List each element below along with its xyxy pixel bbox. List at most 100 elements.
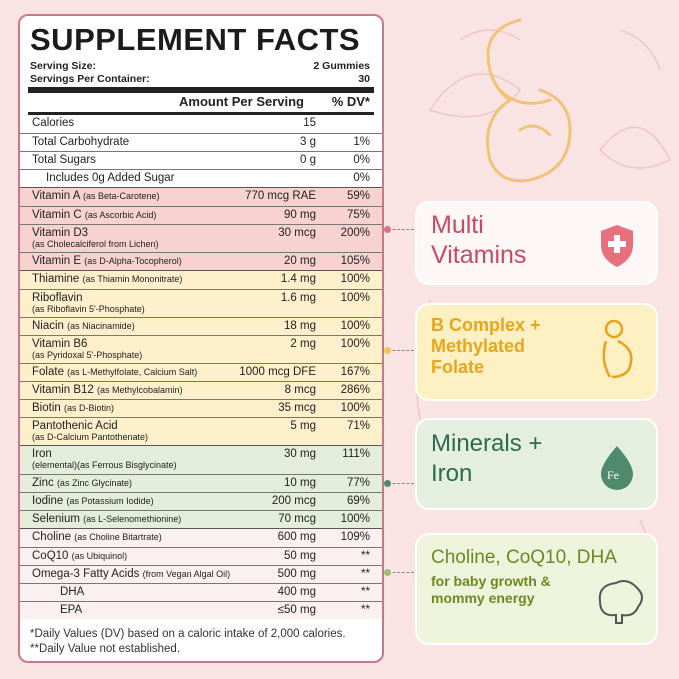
nutrient-name: Vitamin B12: [32, 384, 94, 396]
daily-value: 100%: [340, 292, 370, 304]
daily-value: 286%: [340, 384, 370, 396]
amount: 1000 mcg DFE: [239, 366, 316, 378]
nutrient-name-cell: Iodine (as Potassium Iodide): [32, 495, 154, 507]
amount: 1.4 mg: [280, 273, 316, 285]
callout-line: Choline, CoQ10, DHA: [431, 547, 617, 568]
daily-value: 200%: [340, 227, 370, 239]
divider: [28, 112, 374, 115]
nutrient-row: Riboflavin (as Riboflavin 5'-Phosphate) 1.…: [20, 289, 382, 317]
nutrient-source: (as Pyridoxal 5'-Phosphate): [32, 350, 143, 360]
nutrient-row: Iron (elemental)(as Ferrous Bisglycinate)…: [20, 446, 382, 474]
nutrient-name-cell: Calories: [32, 117, 74, 129]
amount: 30 mcg: [278, 227, 316, 239]
dv-header: % DV*: [331, 94, 370, 109]
footnote: **Daily Value not established.: [30, 643, 181, 655]
callout: Minerals + Iron Fe: [415, 418, 658, 510]
nutrient-row: Vitamin B12 (as Methylcobalamin) 8 mcg 286…: [20, 381, 382, 399]
nutrient-row: Vitamin C (as Ascorbic Acid) 90 mg 75%: [20, 206, 382, 224]
amount: 30 mg: [284, 448, 316, 460]
daily-value: 105%: [340, 255, 370, 267]
amount: 20 mg: [284, 255, 316, 267]
nutrient-name: Total Sugars: [32, 154, 96, 166]
nutrient-name: Vitamin C: [32, 209, 82, 221]
daily-value: 71%: [346, 420, 370, 432]
nutrient-name: Riboflavin: [32, 292, 83, 304]
nutrient-row: Calories 15: [20, 115, 382, 133]
nutrient-name: Iron: [32, 448, 52, 460]
callout-subline: mommy energy: [431, 590, 535, 606]
footnote: *Daily Values (DV) based on a caloric in…: [30, 628, 346, 640]
callout-line: Folate: [431, 357, 485, 377]
nutrient-name-cell: Total Sugars: [32, 154, 96, 166]
nutrient-name-cell: Total Carbohydrate: [32, 136, 129, 148]
serving-size-row: Serving Size: 2 Gummies: [30, 60, 370, 72]
nutrient-row: Niacin (as Niacinamide) 18 mg 100%: [20, 317, 382, 335]
nutrient-name-cell: Iron (elemental)(as Ferrous Bisglycinate): [32, 448, 177, 470]
daily-value: 167%: [340, 366, 370, 378]
nutrient-name-cell: Zinc (as Zinc Glycinate): [32, 477, 132, 489]
callout-line: Vitamins: [431, 241, 527, 269]
nutrient-source: (as D-Calcium Pantothenate): [32, 432, 149, 442]
callout-line: Multi: [431, 211, 484, 239]
nutrient-row: Pantothenic Acid (as D-Calcium Pantothena…: [20, 417, 382, 445]
nutrient-source: (as Zinc Glycinate): [56, 478, 132, 488]
nutrient-row: Folate (as L-Methylfolate, Calcium Salt)…: [20, 363, 382, 381]
daily-value: 100%: [340, 273, 370, 285]
callout-line: B Complex +: [431, 315, 541, 335]
iron-drop-icon: [601, 446, 633, 490]
callout-line: Methylated: [431, 336, 526, 356]
nutrient-name: Choline: [32, 531, 71, 543]
nutrient-source: (as Choline Bitartrate): [74, 532, 162, 542]
nutrient-source: (as D-Alpha-Tocopherol): [84, 256, 182, 266]
serving-size-label: Serving Size:: [30, 60, 96, 72]
nutrient-source: (as Cholecalciferol from Lichen): [32, 239, 159, 249]
nutrient-row: Vitamin E (as D-Alpha-Tocopherol) 20 mg 10…: [20, 252, 382, 270]
nutrient-source: (as L-Methylfolate, Calcium Salt): [67, 367, 198, 377]
nutrient-name: Selenium: [32, 513, 80, 525]
amount: 35 mcg: [278, 402, 316, 414]
daily-value: 77%: [346, 477, 370, 489]
nutrient-name: Thiamine: [32, 273, 80, 285]
nutrient-name-cell: Biotin (as D-Biotin): [32, 402, 114, 414]
nutrient-source: (as Ascorbic Acid): [84, 210, 157, 220]
icon-text: Fe: [607, 468, 619, 482]
nutrient-source: (from Vegan Algal Oil): [142, 569, 231, 579]
daily-value: 100%: [340, 338, 370, 350]
nutrient-name: Calories: [32, 117, 75, 129]
brain-icon: [598, 580, 643, 624]
nutrient-name: DHA: [60, 586, 85, 598]
amount: 5 mg: [290, 420, 316, 432]
connector: [388, 229, 414, 230]
callout: B Complex + Methylated Folate: [415, 303, 658, 401]
amount: 200 mcg: [271, 495, 316, 507]
pregnancy-icon: [602, 319, 633, 379]
nutrient-name: Vitamin B6: [32, 338, 88, 350]
amount: 1.6 mg: [280, 292, 316, 304]
servings-value: 30: [358, 73, 370, 85]
nutrient-source: (as Niacinamide): [67, 321, 135, 331]
connector-dot: [384, 569, 391, 576]
nutrient-name: Pantothenic Acid: [32, 420, 118, 432]
nutrient-row: Vitamin D3 (as Cholecalciferol from Liche…: [20, 224, 382, 252]
nutrient-name: Vitamin A: [32, 190, 80, 202]
nutrient-name-cell: Includes 0g Added Sugar: [46, 172, 175, 184]
nutrient-name-cell: Pantothenic Acid (as D-Calcium Pantothena…: [32, 420, 148, 442]
nutrient-row: Vitamin B6 (as Pyridoxal 5'-Phosphate) 2 m…: [20, 335, 382, 363]
shield-icon: [601, 225, 633, 267]
daily-value: **: [361, 550, 370, 562]
nutrient-row: Omega-3 Fatty Acids (from Vegan Algal Oi…: [20, 565, 382, 583]
amount: 400 mg: [277, 586, 316, 598]
column-header: Amount Per Serving % DV*: [30, 94, 370, 112]
nutrient-name-cell: Thiamine (as Thiamin Mononitrate): [32, 273, 182, 285]
nutrient-group: Calories 15 Total Carbohydrate 3 g 1% Total S…: [20, 115, 382, 187]
nutrient-name: Vitamin E: [32, 255, 82, 267]
connector-dot: [384, 480, 391, 487]
daily-value: 100%: [340, 320, 370, 332]
nutrient-name-cell: Riboflavin (as Riboflavin 5'-Phosphate): [32, 292, 145, 314]
connector: [388, 572, 414, 573]
nutrient-name: Folate: [32, 366, 64, 378]
nutrient-name: Total Carbohydrate: [32, 136, 130, 148]
nutrient-source: (as Riboflavin 5'-Phosphate): [32, 304, 145, 314]
nutrient-name: Includes 0g Added Sugar: [46, 172, 175, 184]
